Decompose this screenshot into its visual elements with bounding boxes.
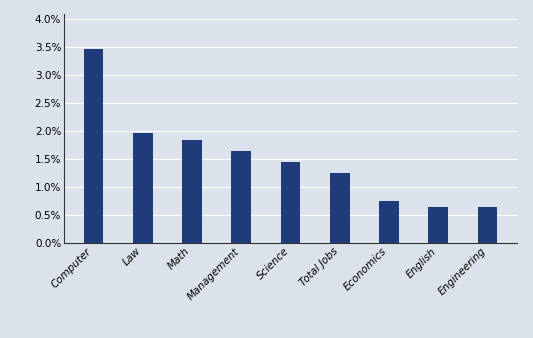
Bar — [429, 208, 448, 243]
Bar — [133, 134, 152, 243]
Bar — [379, 201, 399, 243]
Bar — [478, 208, 497, 243]
Bar — [330, 173, 350, 243]
Bar — [281, 162, 300, 243]
Bar — [182, 140, 202, 243]
Bar — [84, 49, 103, 243]
Bar — [231, 151, 251, 243]
